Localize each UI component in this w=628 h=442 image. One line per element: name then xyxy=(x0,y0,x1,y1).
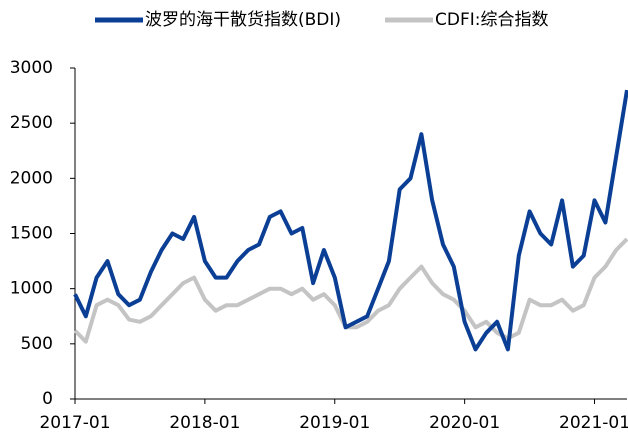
x-tick-label: 2020-01 xyxy=(429,413,500,433)
y-tick-label: 500 xyxy=(21,334,53,354)
y-tick-label: 0 xyxy=(42,389,53,409)
x-tick-label: 2017-01 xyxy=(39,413,110,433)
x-tick-label: 2021-01 xyxy=(559,413,628,433)
y-tick-label: 2500 xyxy=(10,113,53,133)
y-tick-label: 2000 xyxy=(10,168,53,188)
legend-label: CDFI:综合指数 xyxy=(435,10,548,30)
x-tick-label: 2018-01 xyxy=(169,413,240,433)
y-tick-label: 1000 xyxy=(10,279,53,299)
series-line xyxy=(73,89,628,352)
legend-label: 波罗的海干散货指数(BDI) xyxy=(145,10,341,30)
y-tick-label: 3000 xyxy=(10,58,53,78)
series-line xyxy=(73,237,628,344)
y-tick-label: 1500 xyxy=(10,224,53,244)
x-tick-label: 2019-01 xyxy=(299,413,370,433)
